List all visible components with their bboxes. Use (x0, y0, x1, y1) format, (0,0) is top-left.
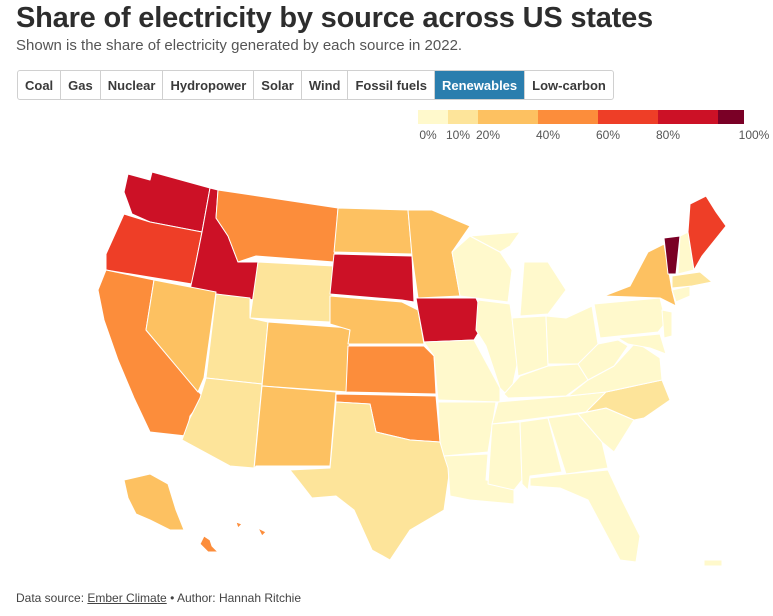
footer-prefix: Data source: (16, 591, 88, 605)
legend-tick-label: 20% (475, 128, 501, 142)
tab-hydropower[interactable]: Hydropower (163, 71, 255, 99)
state-mississippi[interactable] (487, 421, 523, 491)
color-legend: 0% 10% 20% 40% 60% 80% 100% (418, 110, 769, 146)
legend-swatch[interactable] (448, 110, 478, 124)
us-states-map (97, 171, 727, 567)
legend-tick-label: 60% (595, 128, 621, 142)
state-arkansas[interactable] (437, 401, 497, 457)
legend-swatch[interactable] (538, 110, 598, 124)
legend-swatch[interactable] (658, 110, 718, 124)
tab-coal[interactable]: Coal (18, 71, 62, 99)
legend-tick-label: 0% (419, 128, 437, 142)
chart-title: Share of electricity by source across US… (16, 2, 653, 34)
state-nevada[interactable] (145, 279, 217, 393)
tab-fossil-fuels[interactable]: Fossil fuels (348, 71, 435, 99)
legend-swatch[interactable] (478, 110, 538, 124)
state-michigan[interactable] (469, 231, 567, 317)
state-pennsylvania[interactable] (593, 297, 667, 339)
legend-bar (418, 110, 744, 124)
chart-subtitle: Shown is the share of electricity genera… (16, 37, 463, 54)
state-south-dakota[interactable] (329, 253, 415, 303)
state-indiana[interactable] (511, 315, 549, 377)
state-louisiana[interactable] (443, 453, 515, 505)
state-west-virginia[interactable] (577, 339, 629, 381)
data-source-footer: Data source: Ember Climate • Author: Han… (16, 591, 301, 605)
legend-tick-label: 10% (445, 128, 471, 142)
legend-tick-label: 40% (535, 128, 561, 142)
state-hawaii[interactable] (199, 521, 267, 553)
state-new-jersey[interactable] (661, 309, 673, 339)
state-wyoming[interactable] (249, 261, 335, 323)
legend-tick-label: 100% (738, 128, 770, 142)
footer-author: • Author: Hannah Ritchie (166, 591, 302, 605)
state-alaska[interactable] (123, 473, 185, 531)
legend-tick-label: 80% (655, 128, 681, 142)
tab-nuclear[interactable]: Nuclear (101, 71, 164, 99)
state-maryland[interactable] (617, 333, 667, 355)
state-georgia[interactable] (547, 413, 609, 475)
tab-wind[interactable]: Wind (302, 71, 349, 99)
source-tabs: Coal Gas Nuclear Hydropower Solar Wind Fossil … (17, 70, 614, 100)
state-kansas[interactable] (345, 345, 437, 395)
state-texas[interactable] (289, 401, 451, 561)
state-montana[interactable] (215, 189, 339, 263)
tab-solar[interactable]: Solar (254, 71, 302, 99)
tab-low-carbon[interactable]: Low-carbon (532, 77, 606, 93)
ember-climate-link[interactable]: Ember Climate (87, 591, 167, 605)
state-vermont[interactable] (663, 235, 681, 275)
state-massachusetts[interactable] (671, 271, 713, 289)
legend-swatch[interactable] (418, 110, 448, 124)
state-florida[interactable] (529, 469, 641, 563)
state-virginia[interactable] (567, 341, 663, 397)
state-puerto-rico[interactable] (703, 559, 723, 567)
state-nebraska[interactable] (329, 295, 425, 345)
tab-gas[interactable]: Gas (61, 71, 101, 99)
state-colorado[interactable] (261, 321, 351, 393)
legend-swatch[interactable] (718, 110, 744, 124)
state-north-dakota[interactable] (333, 207, 413, 255)
state-maine[interactable] (687, 195, 727, 271)
state-new-mexico[interactable] (253, 385, 337, 471)
legend-swatch[interactable] (598, 110, 658, 124)
tab-renewables[interactable]: Renewables (435, 71, 526, 99)
state-iowa[interactable] (415, 297, 487, 343)
state-connecticut[interactable] (671, 285, 691, 303)
